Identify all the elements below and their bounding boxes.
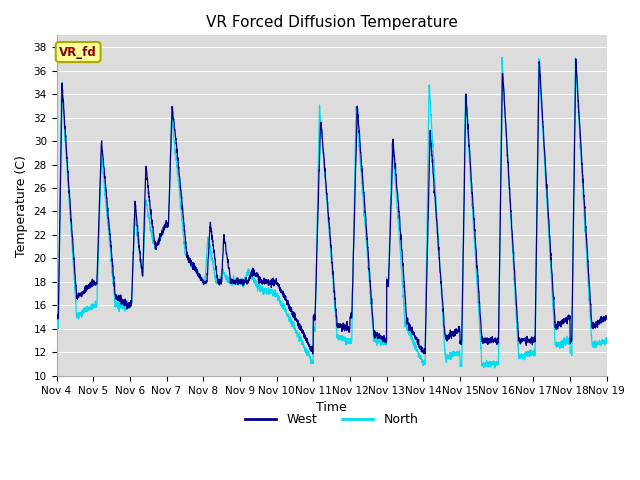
Legend: West, North: West, North [240, 408, 423, 431]
Y-axis label: Temperature (C): Temperature (C) [15, 155, 28, 257]
Title: VR Forced Diffusion Temperature: VR Forced Diffusion Temperature [205, 15, 458, 30]
Text: VR_fd: VR_fd [60, 46, 97, 59]
X-axis label: Time: Time [316, 401, 347, 414]
